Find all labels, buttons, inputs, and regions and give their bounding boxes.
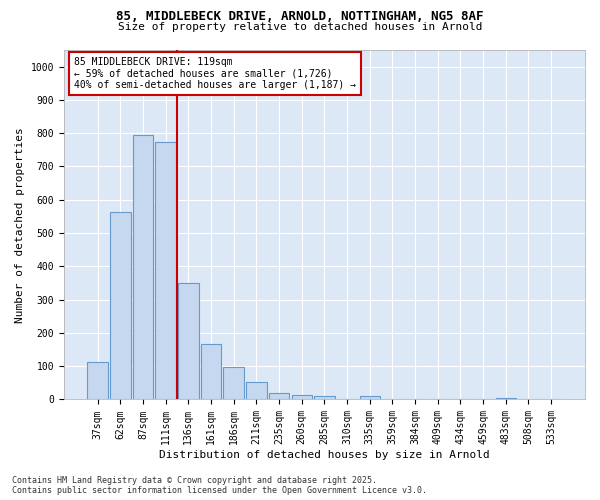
Bar [246, 382, 266, 400]
Bar [269, 394, 289, 400]
Text: 85 MIDDLEBECK DRIVE: 119sqm
← 59% of detached houses are smaller (1,726)
40% of : 85 MIDDLEBECK DRIVE: 119sqm ← 59% of det… [74, 57, 356, 90]
Text: Contains HM Land Registry data © Crown copyright and database right 2025.
Contai: Contains HM Land Registry data © Crown c… [12, 476, 427, 495]
Bar [201, 344, 221, 400]
Bar [359, 396, 380, 400]
Bar [223, 367, 244, 400]
Text: 85, MIDDLEBECK DRIVE, ARNOLD, NOTTINGHAM, NG5 8AF: 85, MIDDLEBECK DRIVE, ARNOLD, NOTTINGHAM… [116, 10, 484, 23]
Bar [133, 135, 153, 400]
Bar [155, 142, 176, 400]
Bar [314, 396, 335, 400]
Bar [178, 283, 199, 400]
Bar [88, 362, 108, 400]
Bar [292, 396, 312, 400]
Bar [110, 212, 131, 400]
Bar [496, 398, 516, 400]
Y-axis label: Number of detached properties: Number of detached properties [15, 127, 25, 322]
X-axis label: Distribution of detached houses by size in Arnold: Distribution of detached houses by size … [159, 450, 490, 460]
Text: Size of property relative to detached houses in Arnold: Size of property relative to detached ho… [118, 22, 482, 32]
